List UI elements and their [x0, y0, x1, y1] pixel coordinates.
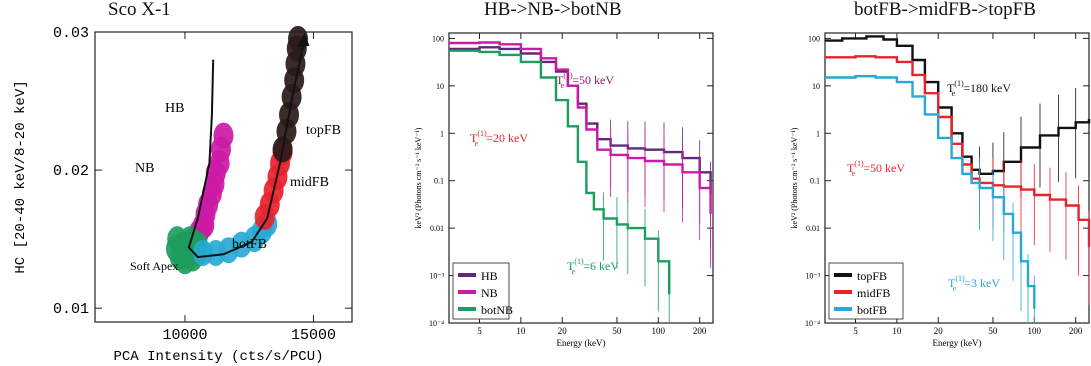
region-label: topFB	[306, 123, 341, 138]
annotation-sub: e	[852, 169, 856, 178]
series-line	[825, 75, 1036, 309]
y-tick-label: 10	[812, 82, 820, 91]
annotation-symbol: T	[947, 81, 955, 95]
x-tick-label: 5	[853, 326, 858, 336]
region-label: NB	[135, 161, 154, 176]
panel-sco-x1: Sco X-1 0.01 0.02 0.03 10000 15000 PCA Intens…	[0, 0, 360, 366]
spectra-chart-fb: 100 10 1 0.1 0.01 10⁻³ 10⁻⁴ 5 10 20 50 100 200 Energy…	[790, 32, 1091, 348]
y-tick-label: 10⁻⁴	[805, 319, 820, 328]
hardness-intensity-chart: 0.01 0.02 0.03 10000 15000 PCA Intensity (cts…	[13, 25, 353, 365]
spectra-chart-hb-nb: 100 10 1 0.1 0.01 10⁻³ 10⁻⁴ 5 10 20 50 100 200 Energy…	[414, 32, 714, 348]
panel-hb-nb-botnb: HB->NB->botNB 100 10 1 0.1 0.01 10⁻³ 10⁻⁴ 5 10 20…	[380, 0, 720, 366]
annotation-sub: e	[572, 267, 576, 276]
region-label: HB	[165, 101, 184, 116]
annotation-symbol: T	[948, 276, 956, 290]
legend-label: NB	[481, 286, 498, 300]
x-tick-label: 200	[693, 326, 707, 336]
region-label: botFB	[232, 237, 267, 252]
annotation-value: =180 keV	[963, 81, 1011, 95]
x-tick-label: 50	[612, 326, 622, 336]
temperature-annotation: T(1) e =50 keV	[847, 159, 905, 178]
temperature-annotation: T(1) e =3 keV	[948, 274, 1000, 293]
x-tick-label: 5	[477, 326, 482, 336]
legend-label: HB	[481, 269, 498, 283]
panel-botfb-midfb-topfb: botFB->midFB->topFB 100 10 1 0.1 0.01 10⁻³ 10⁻…	[755, 0, 1091, 366]
series-line	[449, 46, 712, 195]
series-line	[449, 41, 712, 214]
annotation-sub: e	[561, 81, 565, 90]
temperature-annotation: T(1) e =20 keV	[470, 129, 528, 148]
x-tick-label: 200	[1069, 326, 1083, 336]
track-arrowhead	[297, 32, 310, 47]
y-tick-label: 0.01	[430, 224, 444, 233]
y-tick-label: 0.02	[53, 163, 89, 180]
annotation-sup: (1)	[563, 71, 573, 80]
legend-label: botFB	[857, 303, 887, 317]
annotation-sup: (1)	[954, 79, 964, 88]
y-axis-label: keV² (Photons cm⁻² s⁻¹ keV⁻¹)	[414, 127, 423, 228]
annotation-value: =50 keV	[863, 161, 905, 175]
x-tick-label: 20	[558, 326, 568, 336]
annotation-sup: (1)	[574, 257, 584, 266]
x-tick-label: 10000	[162, 327, 207, 344]
x-axis-label: Energy (keV)	[932, 338, 981, 348]
annotation-value: =50 keV	[572, 73, 614, 87]
plot-frame	[824, 32, 1090, 324]
y-axis-label: HC [20-40 keV/8-20 keV]	[13, 80, 29, 273]
y-tick-label: 10⁻³	[805, 272, 820, 281]
y-tick-label: 10	[436, 82, 444, 91]
annotation-value: =6 keV	[583, 259, 619, 273]
temperature-annotation: T(1) e =180 keV	[947, 79, 1011, 98]
y-tick-label: 0.03	[53, 25, 89, 42]
y-tick-label: 100	[808, 34, 820, 43]
x-axis-label: PCA Intensity (cts/s/PCU)	[113, 349, 323, 365]
legend-label: midFB	[857, 286, 890, 300]
series-line	[449, 49, 671, 295]
annotation-sub: e	[475, 139, 479, 148]
annotation-value: =3 keV	[964, 276, 1000, 290]
annotation-symbol: T	[847, 161, 855, 175]
chart-title: HB->NB->botNB	[484, 0, 622, 20]
temperature-annotation: T(1) e =50 keV	[556, 71, 614, 90]
y-tick-label: 0.01	[806, 224, 820, 233]
x-tick-label: 100	[1028, 326, 1042, 336]
y-tick-label: 10⁻³	[429, 272, 444, 281]
annotation-symbol: T	[567, 259, 575, 273]
region-label: Soft Apex	[130, 259, 178, 273]
annotation-sub: e	[952, 89, 956, 98]
x-tick-label: 15000	[291, 327, 336, 344]
y-tick-label: 10⁻⁴	[429, 319, 444, 328]
legend-label: topFB	[857, 269, 887, 283]
data-point	[173, 231, 194, 258]
plot-frame	[94, 31, 353, 323]
track-line	[187, 38, 306, 259]
x-tick-label: 20	[934, 326, 944, 336]
y-tick-label: 1	[440, 129, 444, 138]
chart-title: Sco X-1	[108, 0, 171, 20]
chart-title: botFB->midFB->topFB	[854, 0, 1036, 20]
x-tick-label: 50	[988, 326, 998, 336]
y-tick-label: 0.01	[53, 301, 89, 318]
y-tick-label: 100	[432, 34, 444, 43]
annotation-sup: (1)	[955, 274, 965, 283]
region-label: midFB	[290, 175, 329, 190]
annotation-sup: (1)	[854, 159, 864, 168]
annotation-sup: (1)	[477, 129, 487, 138]
x-tick-label: 100	[652, 326, 666, 336]
y-tick-label: 1	[816, 129, 820, 138]
annotation-symbol: T	[470, 131, 478, 145]
y-tick-label: 0.1	[810, 177, 820, 186]
annotation-symbol: T	[556, 73, 564, 87]
x-tick-label: 10	[516, 326, 526, 336]
plot-frame	[448, 32, 714, 324]
y-tick-label: 0.1	[434, 177, 444, 186]
annotation-sub: e	[953, 284, 957, 293]
annotation-value: =20 keV	[486, 131, 528, 145]
x-tick-label: 10	[892, 326, 902, 336]
legend-label: botNB	[481, 303, 513, 317]
x-axis-label: Energy (keV)	[556, 338, 605, 348]
y-axis-label: keV² (Photons cm⁻² s⁻¹ keV⁻¹)	[790, 127, 799, 228]
temperature-annotation: T(1) e =6 keV	[567, 257, 619, 276]
